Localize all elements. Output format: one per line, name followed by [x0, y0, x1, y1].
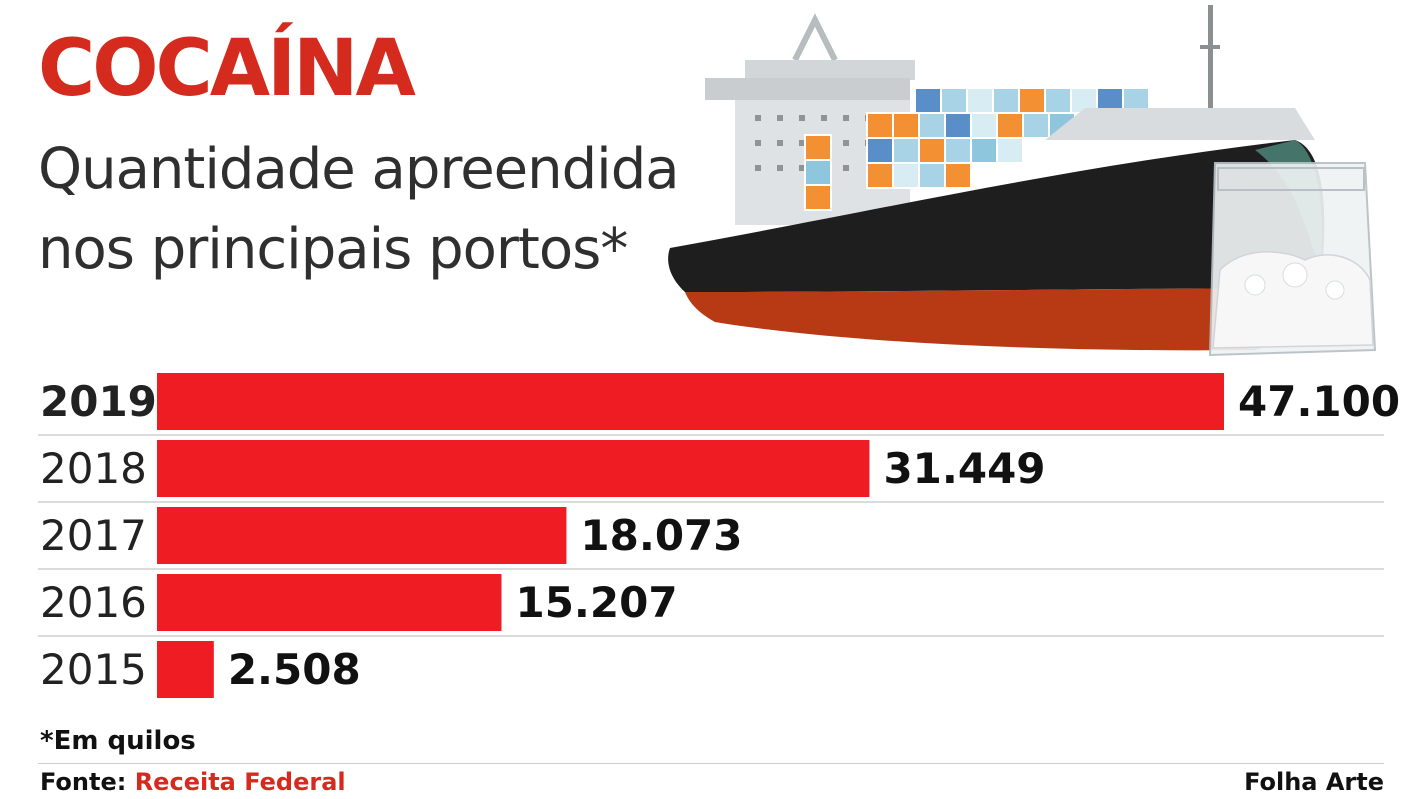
chart-title: COCAÍNA [38, 24, 416, 114]
chart-subtitle-line-2: nos principais portos* [38, 217, 628, 282]
year-label-2015: 2015 [40, 645, 147, 694]
cocaine-bag-icon [1208, 162, 1377, 357]
bar-chart: 2019 47.100 2018 31.449 2017 18.073 2016 15.207… [38, 373, 1400, 698]
value-label-2017: 18.073 [580, 511, 742, 560]
bar-2019 [157, 373, 1224, 430]
year-label-2018: 2018 [40, 444, 147, 493]
year-label-2017: 2017 [40, 511, 147, 560]
source-line: Fonte: Receita Federal [40, 768, 346, 796]
bar-2017 [157, 507, 567, 564]
chart-subtitle-line-1: Quantidade apreendida [38, 137, 680, 202]
value-label-2019: 47.100 [1238, 377, 1400, 426]
footer-divider [38, 763, 1384, 764]
year-label-2016: 2016 [40, 578, 147, 627]
source-label: Fonte: [40, 768, 127, 796]
year-label-2019: 2019 [40, 377, 157, 426]
plot-area: 2019 47.100 2018 31.449 2017 18.073 2016 15.207… [38, 373, 1400, 698]
value-label-2015: 2.508 [228, 645, 361, 694]
value-label-2018: 31.449 [883, 444, 1045, 493]
bar-2015 [157, 641, 214, 698]
cargo-ship-illustration [668, 5, 1377, 357]
bar-2018 [157, 440, 870, 497]
value-label-2016: 15.207 [515, 578, 677, 627]
credit: Folha Arte [1244, 768, 1384, 796]
bar-2016 [157, 574, 502, 631]
footnote: *Em quilos [40, 726, 196, 756]
source-name: Receita Federal [134, 768, 346, 796]
